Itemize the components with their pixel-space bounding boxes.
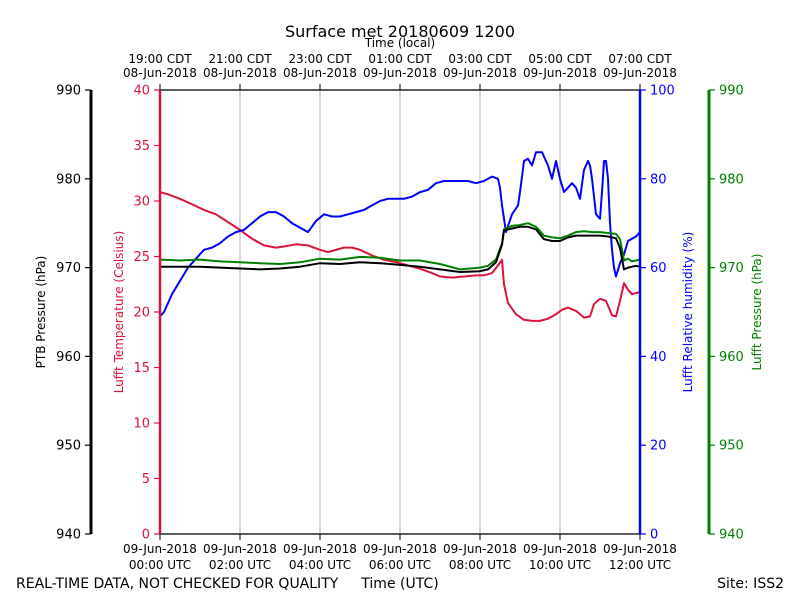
x-tick-label-time: 08:00 UTC [449,558,511,572]
site-label: Site: ISS2 [717,576,784,592]
y-tick-label: 990 [719,84,744,99]
x-tick-label-time: 04:00 UTC [289,558,351,572]
top-tick-label-date: 09-Jun-2018 [443,66,517,80]
y-tick-label: 980 [719,172,744,187]
series-lines [159,151,641,322]
top-tick-label-time: 01:00 CDT [368,52,432,66]
x-tick-label-date: 09-Jun-2018 [283,542,357,556]
y-tick-label: 35 [133,139,150,154]
y-tick-label: 970 [719,261,744,276]
y-tick-label: 940 [719,528,744,543]
y-tick-label: 950 [56,439,81,454]
x-axis-label: Time (UTC) [360,576,438,592]
x-tick-label-time: 10:00 UTC [529,558,591,572]
top-tick-label-time: 21:00 CDT [208,52,272,66]
series-line-ptb-pressure [160,225,641,273]
top-tick-label-date: 08-Jun-2018 [283,66,357,80]
y-tick-label: 15 [133,361,150,376]
y-tick-label: 970 [56,261,81,276]
top-tick-label-date: 09-Jun-2018 [363,66,437,80]
top-tick-label-time: 23:00 CDT [288,52,352,66]
x-tick-label-time: 02:00 UTC [209,558,271,572]
y-tick-label: 940 [56,528,81,543]
series-line-lufft-relative-humidity [159,151,641,318]
y-tick-label: 990 [56,84,81,99]
y-tick-label: 950 [719,439,744,454]
y-tick-label: 0 [650,528,658,543]
top-tick-label-time: 19:00 CDT [128,52,192,66]
x-tick-label-date: 09-Jun-2018 [603,542,677,556]
y-tick-label: 100 [650,84,675,99]
x-tick-label-date: 09-Jun-2018 [363,542,437,556]
y-tick-label: 20 [133,306,150,321]
top-tick-label-date: 09-Jun-2018 [523,66,597,80]
y-tick-label: 80 [650,172,667,187]
top-tick-label-time: 03:00 CDT [448,52,512,66]
series-line-lufft-temperature [159,191,641,322]
chart-title: Surface met 20180609 1200 [285,22,515,41]
top-tick-label-date: 09-Jun-2018 [603,66,677,80]
y-tick-label: 5 [142,472,150,487]
x-tick-label-time: 06:00 UTC [369,558,431,572]
y-tick-label: 20 [650,439,667,454]
axes: 940 950 960 970 980 990 0 5 10 15 20 25 30 35 40 0 20 40 6… [56,52,744,572]
top-tick-label-date: 08-Jun-2018 [203,66,277,80]
x-tick-label-date: 09-Jun-2018 [443,542,517,556]
y-tick-label: 960 [719,350,744,365]
x-tick-label-date: 09-Jun-2018 [123,542,197,556]
y-tick-label: 0 [142,528,150,543]
x-gridlines [239,90,561,534]
temperature-axis-label: Lufft Temperature (Celsius) [112,231,126,394]
top-tick-label-time: 05:00 CDT [528,52,592,66]
y-tick-label: 25 [133,250,150,265]
x-tick-label-time: 12:00 UTC [609,558,671,572]
y-tick-label: 960 [56,350,81,365]
y-tick-label: 10 [133,417,150,432]
y-tick-label: 40 [650,350,667,365]
y-tick-label: 60 [650,261,667,276]
top-axis-label: Time (local) [364,36,436,50]
lufft-pressure-axis-label: Lufft Pressure (hPa) [750,254,764,371]
y-tick-label: 30 [133,195,150,210]
quality-disclaimer: REAL-TIME DATA, NOT CHECKED FOR QUALITY [16,576,339,592]
x-tick-label-time: 00:00 UTC [129,558,191,572]
y-tick-label: 40 [133,84,150,99]
top-tick-label-date: 08-Jun-2018 [123,66,197,80]
y-tick-label: 980 [56,172,81,187]
ptb-pressure-axis-label: PTB Pressure (hPa) [34,256,48,369]
humidity-axis-label: Lufft Relative humidity (%) [681,232,695,393]
x-tick-label-date: 09-Jun-2018 [523,542,597,556]
x-tick-label-date: 09-Jun-2018 [203,542,277,556]
top-tick-label-time: 07:00 CDT [608,52,672,66]
